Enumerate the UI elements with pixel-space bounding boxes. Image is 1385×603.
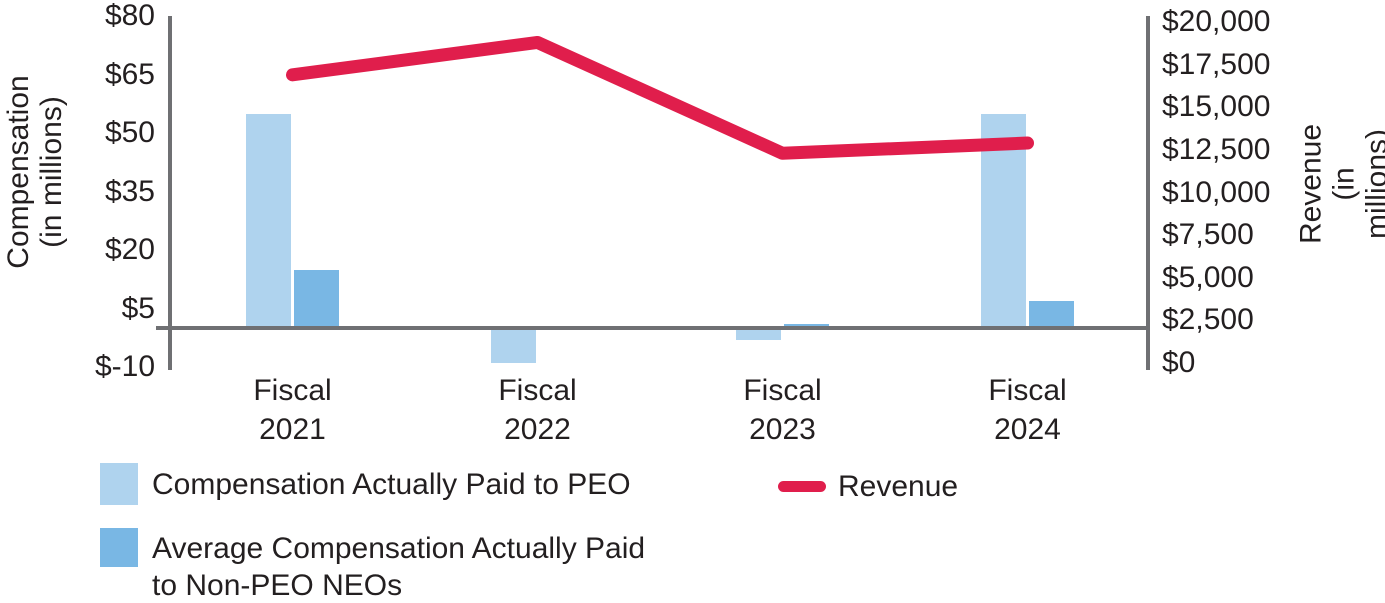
non-peo-legend-label: Average Compensation Actually Paid to No…	[152, 532, 646, 602]
zero-baseline	[156, 326, 1150, 330]
left-axis-tick-label: $50	[104, 116, 155, 149]
non-peo-legend-swatch-icon	[100, 528, 138, 567]
left-axis-tick-label: $35	[104, 174, 155, 208]
peo-bar-fiscal-2023	[736, 328, 781, 340]
right-axis-tick-label: $2,500	[1162, 303, 1254, 337]
non-peo-bar-fiscal-2021	[294, 269, 339, 328]
revenue-legend-label: Revenue	[838, 469, 959, 503]
right-axis-tick-label: $15,000	[1162, 90, 1271, 124]
right-axis-line	[1146, 16, 1150, 370]
peo-bar-fiscal-2021	[246, 113, 291, 328]
left-axis-line	[168, 16, 172, 370]
revenue-legend-dash-icon	[778, 481, 826, 492]
right-axis-tick-label: $17,500	[1162, 47, 1271, 81]
peo-bar-fiscal-2022	[491, 328, 536, 364]
peo-legend-label: Compensation Actually Paid to PEO	[152, 467, 631, 501]
left-axis-tick-label: $65	[104, 57, 155, 91]
left-axis-tick-label: $80	[104, 0, 155, 32]
right-axis-tick-label: $20,000	[1162, 5, 1271, 38]
right-axis-tick-label: $10,000	[1162, 175, 1271, 209]
peo-legend-swatch-icon	[100, 463, 138, 505]
x-axis-label-fiscal-2021: Fiscal 2021	[253, 374, 332, 446]
right-axis-tick-label: $12,500	[1162, 132, 1271, 166]
x-axis-label-fiscal-2022: Fiscal 2022	[498, 374, 577, 446]
left-axis-tick-label: $5	[121, 291, 155, 325]
right-axis-tick-label: $0	[1162, 346, 1196, 379]
right-axis-tick-label: $5,000	[1162, 260, 1254, 294]
x-axis-label-fiscal-2024: Fiscal 2024	[988, 374, 1067, 446]
x-axis-label-fiscal-2023: Fiscal 2023	[743, 374, 822, 446]
right-axis-tick-label: $7,500	[1162, 218, 1254, 252]
non-peo-bar-fiscal-2024	[1029, 300, 1074, 328]
left-axis-tick-label: $20	[104, 233, 155, 266]
left-axis-tick-label: $-10	[94, 350, 155, 383]
